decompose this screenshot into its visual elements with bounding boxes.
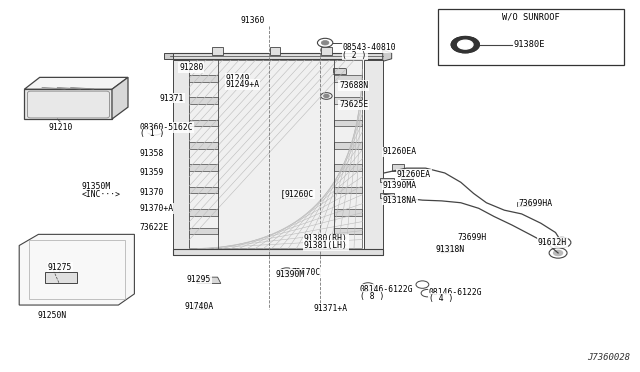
Text: 08360-5162C: 08360-5162C bbox=[140, 123, 193, 132]
Polygon shape bbox=[380, 193, 394, 198]
Bar bbox=[212, 47, 223, 55]
Text: 91275: 91275 bbox=[48, 263, 72, 272]
Polygon shape bbox=[334, 209, 362, 216]
Text: 91318N: 91318N bbox=[435, 246, 465, 254]
Text: 91318NA: 91318NA bbox=[383, 196, 417, 205]
Text: 73699HA: 73699HA bbox=[518, 199, 552, 208]
Text: 73625E: 73625E bbox=[339, 100, 369, 109]
Text: ( 1 ): ( 1 ) bbox=[140, 129, 164, 138]
Polygon shape bbox=[282, 190, 307, 198]
Polygon shape bbox=[380, 178, 394, 182]
Text: 91358: 91358 bbox=[140, 149, 164, 158]
Bar bbox=[438, 9, 624, 65]
Text: ( 4 ): ( 4 ) bbox=[429, 294, 453, 303]
Text: W/O SUNROOF: W/O SUNROOF bbox=[502, 12, 560, 21]
Polygon shape bbox=[401, 172, 413, 179]
Text: 08146-6122G: 08146-6122G bbox=[429, 288, 483, 296]
Polygon shape bbox=[334, 164, 362, 171]
Text: 91370: 91370 bbox=[140, 188, 164, 197]
Text: 08146-6122G: 08146-6122G bbox=[360, 285, 413, 294]
Text: 91280: 91280 bbox=[179, 63, 204, 72]
Bar bbox=[321, 47, 332, 55]
Polygon shape bbox=[189, 187, 218, 193]
Circle shape bbox=[557, 240, 566, 245]
Text: 91359: 91359 bbox=[140, 169, 164, 177]
Text: ( 8 ): ( 8 ) bbox=[360, 292, 384, 301]
Text: 73699H: 73699H bbox=[458, 233, 487, 242]
Text: 91390MA: 91390MA bbox=[383, 181, 417, 190]
Text: <INC···>: <INC···> bbox=[82, 190, 121, 199]
Text: J7360028: J7360028 bbox=[588, 353, 630, 362]
Text: 91371: 91371 bbox=[160, 94, 184, 103]
Polygon shape bbox=[334, 97, 362, 104]
Polygon shape bbox=[364, 60, 383, 255]
Text: 91380E: 91380E bbox=[514, 40, 545, 49]
Text: 73622E: 73622E bbox=[140, 223, 169, 232]
Text: 73670C: 73670C bbox=[291, 268, 321, 277]
Polygon shape bbox=[197, 277, 221, 283]
Polygon shape bbox=[189, 142, 218, 149]
Circle shape bbox=[554, 250, 563, 256]
Text: 91740A: 91740A bbox=[184, 302, 214, 311]
Polygon shape bbox=[24, 89, 112, 119]
Text: 91350M: 91350M bbox=[82, 182, 111, 191]
Polygon shape bbox=[193, 303, 205, 309]
Polygon shape bbox=[333, 68, 346, 74]
Polygon shape bbox=[189, 60, 362, 248]
Polygon shape bbox=[189, 164, 218, 171]
Text: 91260C: 91260C bbox=[285, 190, 314, 199]
Polygon shape bbox=[383, 50, 392, 61]
Text: 91371+A: 91371+A bbox=[314, 304, 348, 312]
Polygon shape bbox=[334, 75, 362, 82]
Text: 91612H: 91612H bbox=[538, 238, 567, 247]
Polygon shape bbox=[189, 75, 218, 82]
Text: ( 2 ): ( 2 ) bbox=[342, 51, 367, 60]
Text: 91260EA: 91260EA bbox=[383, 147, 417, 156]
Text: 91249+A: 91249+A bbox=[225, 80, 259, 89]
Text: 91380(RH): 91380(RH) bbox=[304, 234, 348, 243]
Text: 08543-40810: 08543-40810 bbox=[342, 43, 396, 52]
Polygon shape bbox=[112, 77, 128, 119]
Polygon shape bbox=[173, 249, 383, 255]
Polygon shape bbox=[45, 272, 77, 283]
Polygon shape bbox=[164, 53, 173, 59]
Text: 91249: 91249 bbox=[225, 74, 250, 83]
Circle shape bbox=[321, 41, 329, 45]
Polygon shape bbox=[19, 234, 134, 305]
Polygon shape bbox=[334, 228, 362, 234]
Text: 91390M: 91390M bbox=[275, 270, 305, 279]
Circle shape bbox=[458, 40, 473, 49]
Text: 91210: 91210 bbox=[49, 123, 73, 132]
Polygon shape bbox=[189, 120, 218, 126]
Polygon shape bbox=[173, 60, 189, 255]
Polygon shape bbox=[436, 246, 461, 253]
Bar bbox=[270, 47, 280, 55]
Polygon shape bbox=[189, 209, 218, 216]
Text: 91250N: 91250N bbox=[38, 311, 67, 320]
Polygon shape bbox=[334, 120, 362, 126]
Text: 73688N: 73688N bbox=[339, 81, 369, 90]
Circle shape bbox=[451, 36, 479, 53]
Polygon shape bbox=[189, 228, 218, 234]
Text: 91370+A: 91370+A bbox=[140, 204, 173, 213]
Text: 91295: 91295 bbox=[187, 275, 211, 284]
Polygon shape bbox=[24, 77, 128, 89]
Text: 91381(LH): 91381(LH) bbox=[304, 241, 348, 250]
Text: 91360: 91360 bbox=[241, 16, 265, 25]
Text: 91260EA: 91260EA bbox=[397, 170, 431, 179]
Circle shape bbox=[324, 94, 329, 97]
Circle shape bbox=[151, 128, 159, 132]
Polygon shape bbox=[392, 164, 404, 171]
Polygon shape bbox=[334, 187, 362, 193]
Polygon shape bbox=[517, 202, 534, 206]
Polygon shape bbox=[334, 142, 362, 149]
Circle shape bbox=[284, 270, 290, 274]
Polygon shape bbox=[170, 53, 383, 59]
Polygon shape bbox=[189, 97, 218, 104]
